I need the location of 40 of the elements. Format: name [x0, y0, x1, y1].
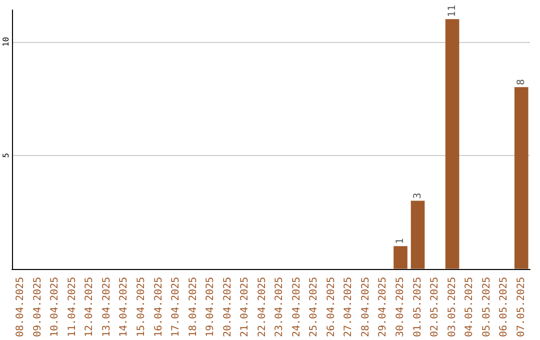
x-tick-label: 20.04.2025 — [222, 276, 234, 338]
data-label: 3 — [412, 192, 424, 199]
x-tick-label: 08.04.2025 — [15, 276, 26, 338]
bar — [445, 19, 460, 269]
x-tick-label: 10.04.2025 — [50, 276, 61, 338]
x-tick-label: 09.04.2025 — [32, 276, 44, 338]
x-tick-label: 19.04.2025 — [205, 276, 216, 338]
x-tick-label: 24.04.2025 — [291, 276, 302, 338]
x-tick-label: 12.04.2025 — [84, 276, 96, 338]
x-tick-label: 23.04.2025 — [274, 276, 286, 338]
x-tick-label: 04.05.2025 — [464, 276, 476, 338]
x-tick-label: 25.04.2025 — [308, 276, 320, 338]
x-tick-label: 29.04.2025 — [378, 276, 389, 338]
data-label: 11 — [446, 5, 458, 18]
x-tick-label: 03.05.2025 — [446, 276, 458, 338]
bar — [514, 87, 528, 269]
data-label: 1 — [395, 238, 406, 244]
bar — [394, 246, 408, 269]
x-tick-label: 26.04.2025 — [326, 276, 337, 338]
x-tick-label: 18.04.2025 — [188, 276, 199, 338]
x-tick-label: 07.05.2025 — [516, 276, 527, 338]
x-tick-label: 01.05.2025 — [412, 276, 424, 338]
x-tick-label: 14.04.2025 — [118, 276, 130, 338]
x-tick-label: 30.04.2025 — [395, 276, 406, 338]
x-tick-label: 13.04.2025 — [101, 276, 112, 338]
x-tick-label: 15.04.2025 — [136, 276, 147, 338]
x-tick-label: 05.05.2025 — [481, 276, 492, 338]
y-tick-label: 5 — [2, 152, 10, 158]
data-label: 8 — [516, 79, 527, 86]
x-tick-label: 17.04.2025 — [170, 276, 182, 338]
x-tick-label: 11.04.2025 — [66, 276, 78, 338]
x-tick-label: 16.04.2025 — [153, 276, 164, 338]
x-tick-label: 27.04.2025 — [343, 276, 354, 338]
x-tick-label: 02.05.2025 — [430, 276, 441, 338]
x-tick-label: 22.04.2025 — [256, 276, 268, 338]
bar — [410, 200, 425, 269]
x-tick-label: 06.05.2025 — [498, 276, 510, 338]
x-tick-label: 28.04.2025 — [360, 276, 372, 338]
x-tick-label: 21.04.2025 — [240, 276, 251, 338]
y-tick-label: 10 — [2, 36, 10, 47]
